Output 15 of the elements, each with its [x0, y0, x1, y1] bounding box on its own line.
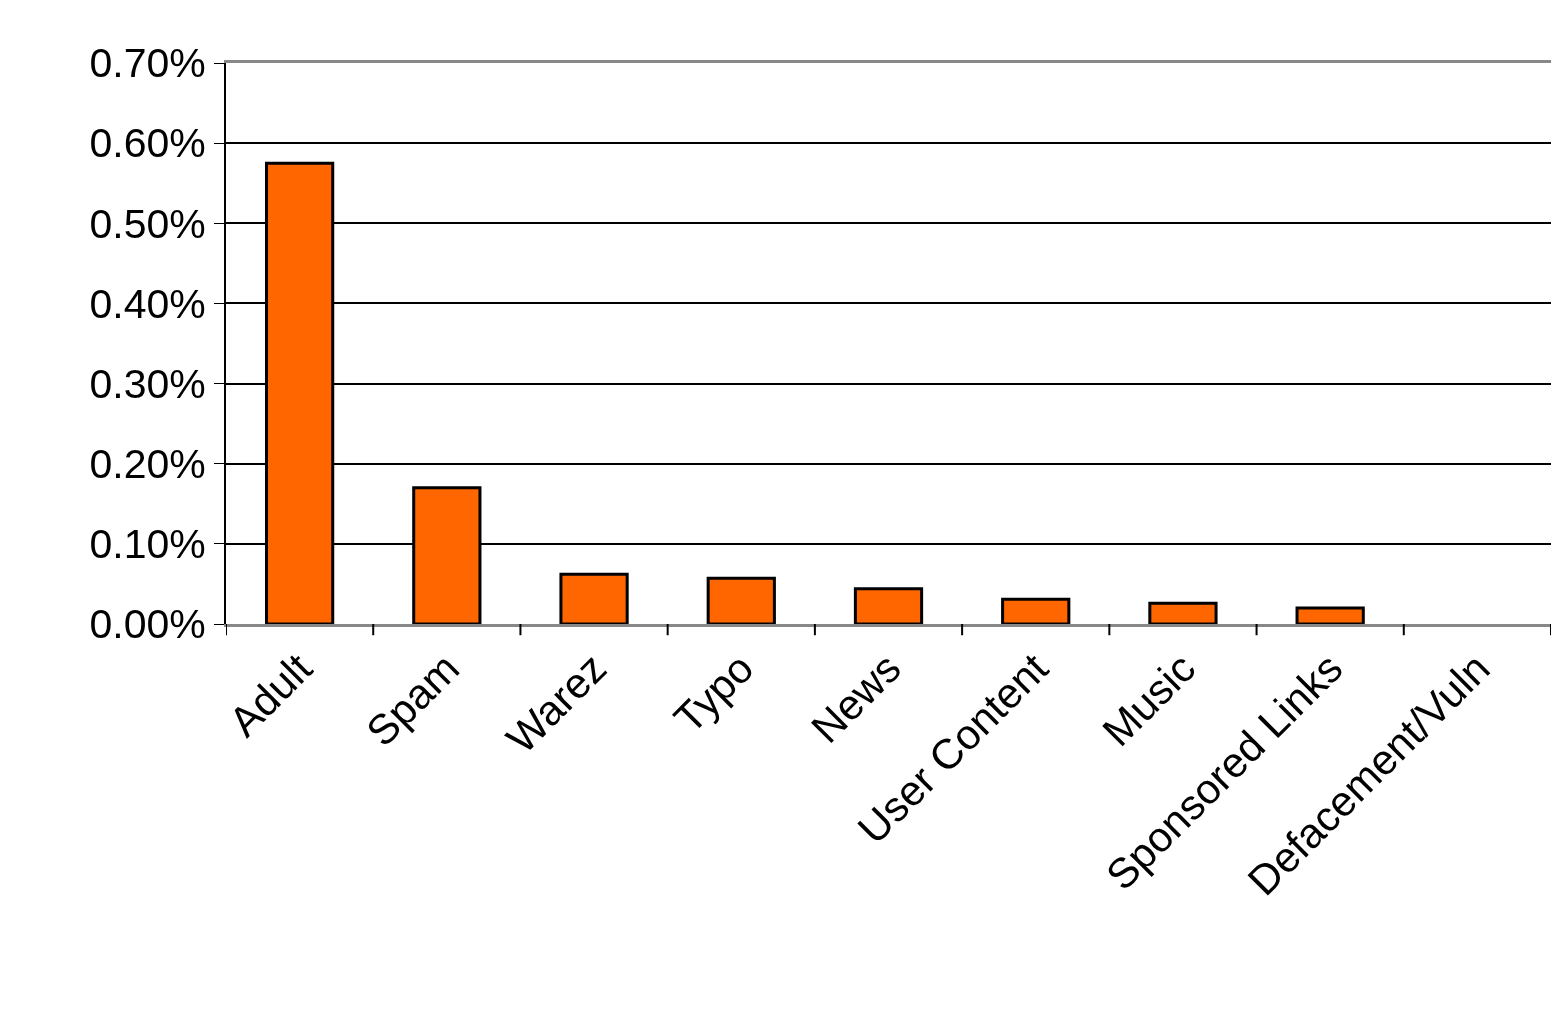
y-tick-label: 0.20%	[89, 441, 206, 488]
y-tick-label: 0.10%	[89, 521, 206, 568]
y-tick-label: 0.00%	[89, 601, 206, 648]
bar	[1148, 601, 1218, 624]
bar	[559, 572, 629, 624]
bar	[706, 576, 776, 624]
y-tick-label: 0.70%	[89, 40, 206, 87]
y-tick-label: 0.40%	[89, 280, 206, 327]
bar	[853, 587, 924, 624]
y-tick-label: 0.50%	[89, 200, 206, 247]
x-tick-label: Typo	[664, 644, 763, 742]
y-tick-label: 0.30%	[89, 360, 206, 407]
bar	[1001, 597, 1071, 624]
bar	[1295, 606, 1365, 624]
y-tick-label: 0.60%	[89, 120, 206, 167]
